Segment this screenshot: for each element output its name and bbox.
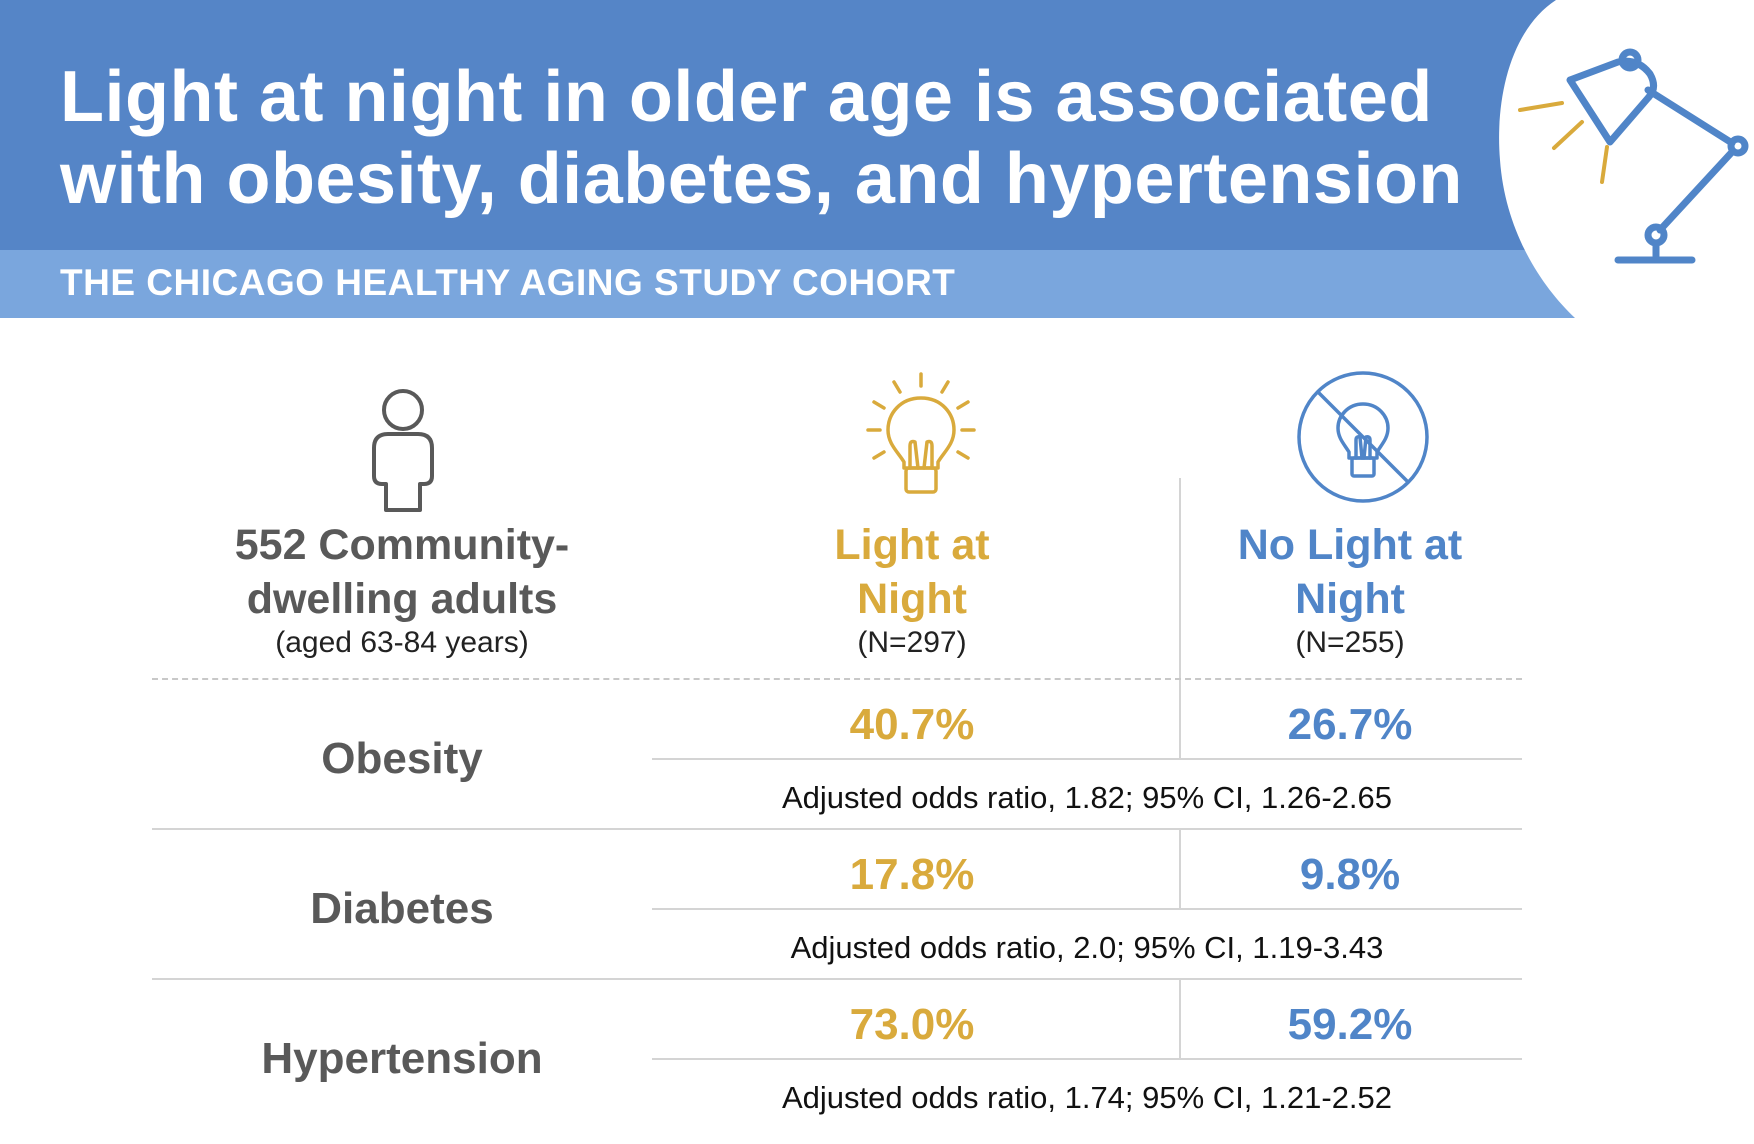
- nolight-sample-size: (N=255): [1295, 626, 1405, 659]
- desk-lamp-icon: [1518, 48, 1749, 264]
- light-heading: Light at Night: [712, 518, 1112, 626]
- light-heading-line-1: Light at: [834, 521, 990, 569]
- header-background: [0, 0, 1754, 318]
- obesity-light-value: 40.7%: [849, 700, 975, 749]
- header-banner: Light at night in older age is associate…: [0, 0, 1754, 318]
- row-divider-obesity: [152, 828, 1522, 830]
- obesity-odds-ratio: Adjusted odds ratio, 1.82; 95% CI, 1.26-…: [781, 780, 1393, 815]
- row-divider-hypertension-values: [652, 1058, 1522, 1060]
- column-divider-obesity: [1179, 680, 1181, 758]
- lightbulb-on-icon: [866, 372, 976, 494]
- hypertension-nolight-value: 59.2%: [1287, 1000, 1413, 1049]
- cohort-heading-line-2: dwelling adults: [246, 575, 558, 623]
- row-divider-diabetes-values: [652, 908, 1522, 910]
- diabetes-nolight-value: 9.8%: [1299, 850, 1401, 899]
- column-divider-header: [1179, 478, 1181, 678]
- diabetes-odds-ratio: Adjusted odds ratio, 2.0; 95% CI, 1.19-3…: [790, 930, 1384, 965]
- row-label-diabetes: Diabetes: [310, 884, 494, 933]
- row-label-obesity: Obesity: [321, 734, 483, 783]
- page-title: Light at night in older age is associate…: [60, 56, 1480, 220]
- nolight-heading-line-1: No Light at: [1237, 521, 1463, 569]
- subtitle: THE CHICAGO HEALTHY AGING STUDY COHORT: [60, 262, 956, 303]
- column-divider-diabetes: [1179, 830, 1181, 908]
- header-divider: [152, 678, 1522, 680]
- row-label-hypertension: Hypertension: [261, 1034, 543, 1083]
- cohort-age-range: (aged 63-84 years): [275, 626, 529, 659]
- row-divider-obesity-values: [652, 758, 1522, 760]
- title-line-2: with obesity, diabetes, and hypertension: [60, 139, 1463, 219]
- hypertension-odds-ratio: Adjusted odds ratio, 1.74; 95% CI, 1.21-…: [781, 1080, 1393, 1115]
- cohort-heading-line-1: 552 Community-: [234, 521, 570, 569]
- column-divider-hypertension: [1179, 980, 1181, 1058]
- title-line-1: Light at night in older age is associate…: [60, 57, 1433, 137]
- row-divider-diabetes: [152, 978, 1522, 980]
- nolight-heading: No Light at Night: [1150, 518, 1550, 626]
- nolight-heading-line-2: Night: [1295, 575, 1405, 623]
- lightbulb-off-icon: [1297, 371, 1429, 503]
- cohort-heading: 552 Community- dwelling adults: [152, 518, 652, 626]
- person-icon: [372, 389, 434, 512]
- obesity-nolight-value: 26.7%: [1287, 700, 1413, 749]
- hypertension-light-value: 73.0%: [849, 1000, 975, 1049]
- light-heading-line-2: Night: [857, 575, 967, 623]
- light-sample-size: (N=297): [857, 626, 967, 659]
- diabetes-light-value: 17.8%: [849, 850, 975, 899]
